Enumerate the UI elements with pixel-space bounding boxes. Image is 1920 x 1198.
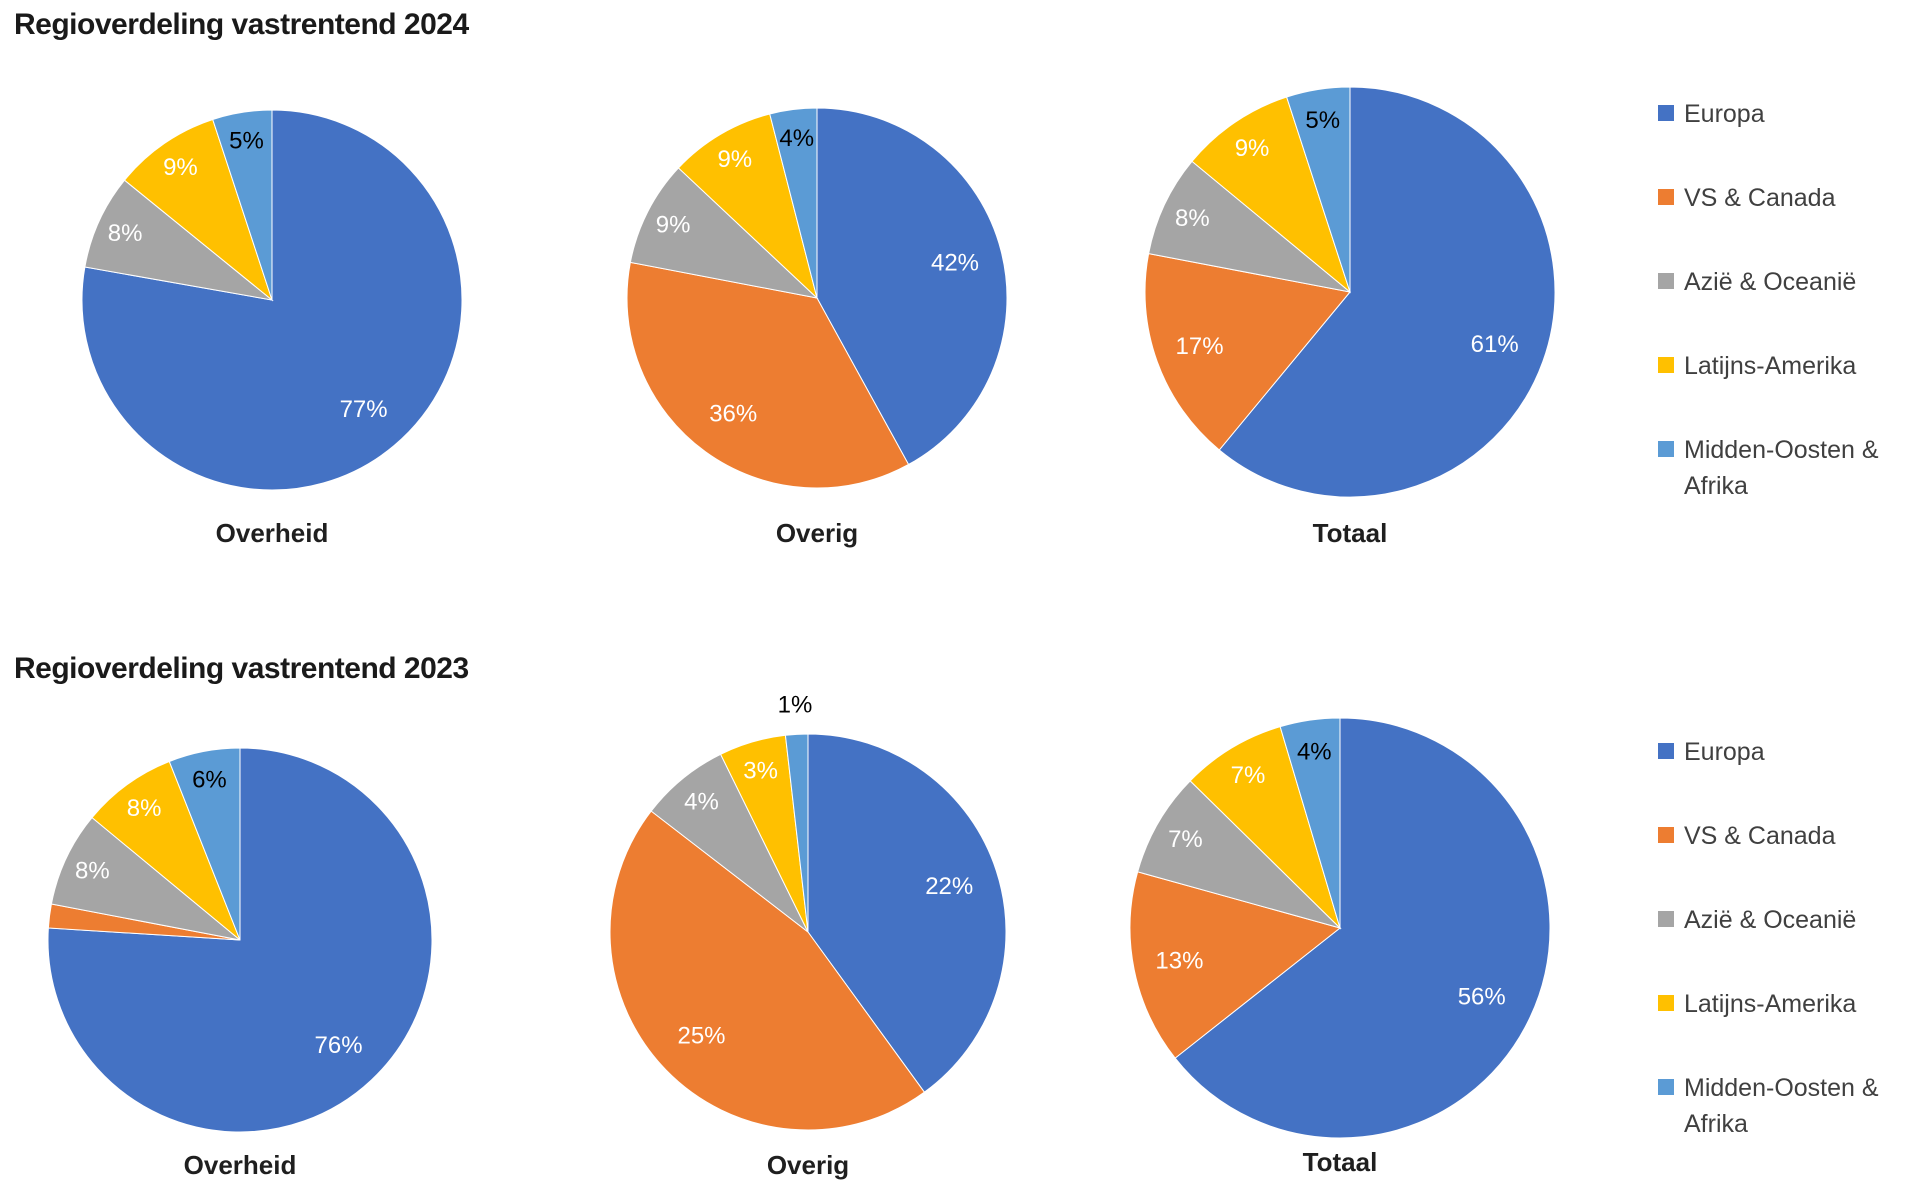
pie-slice-azi-oceani- [629, 167, 819, 299]
slice-label: 7% [1231, 762, 1266, 789]
pie-2023-overig: 22% 25% 4% 3% 1% Overig [560, 684, 1056, 1180]
slice-label: 8% [127, 795, 162, 822]
pie-caption: Overig [775, 518, 859, 548]
slice-label: 61% [1471, 331, 1519, 358]
legend-2023: Europa VS & Canada Azië & Oceanië Latijn… [1658, 734, 1903, 1154]
legend-swatch-midden-oosten-afrika [1658, 1079, 1674, 1095]
slice-label: 6% [192, 767, 227, 794]
legend-item-vs-canada: VS & Canada [1658, 180, 1903, 264]
pie-slice-azi-oceani- [1137, 780, 1342, 929]
pie-caption: Totaal [1302, 1147, 1378, 1177]
legend-swatch-azie-oceanie [1658, 273, 1674, 289]
legend-item-latijns-amerika: Latijns-Amerika [1658, 348, 1903, 432]
slice-label: 9% [1235, 135, 1270, 162]
pie-slice-europa [807, 733, 1007, 1093]
legend-item-midden-oosten-afrika: Midden-Oosten & Afrika [1658, 432, 1903, 516]
pie-slice-europa [47, 747, 433, 1133]
pie-svg: 77% 8% 9% 5% [81, 109, 463, 491]
slice-label: 42% [931, 250, 979, 277]
slice-label: 56% [1458, 984, 1506, 1011]
pie-slice-vs-canada [1144, 253, 1351, 451]
pie-slice-azi-oceani- [84, 179, 274, 301]
pie-slice-latijns-amerika [91, 760, 241, 941]
slice-label: 4% [684, 789, 719, 816]
slice-label: 13% [1155, 947, 1203, 974]
pie-slice-midden-oosten-afrika [1279, 717, 1341, 929]
slice-label: 8% [75, 858, 110, 885]
pie-slice-midden-oosten-afrika [212, 109, 273, 301]
slice-label: 36% [709, 400, 757, 427]
pie-caption: Overheid [183, 1150, 297, 1180]
pie-caption: Totaal [1312, 518, 1388, 548]
legend-item-azie-oceanie: Azië & Oceanië [1658, 264, 1903, 348]
pie-svg: 61% 17% 8% 9% 5% [1144, 86, 1556, 498]
chart-title-2024: Regioverdeling vastrentend 2024 [14, 8, 469, 41]
slice-label: 25% [677, 1022, 725, 1049]
slice-label: 3% [743, 758, 778, 785]
pie-slice-midden-oosten-afrika [168, 747, 241, 941]
slice-label: 8% [108, 220, 143, 247]
pie-slice-vs-canada [626, 261, 910, 489]
pie-slice-azi-oceani- [1148, 160, 1351, 293]
pie-slice-europa [1218, 86, 1556, 498]
legend-swatch-europa [1658, 105, 1674, 121]
legend-swatch-azie-oceanie [1658, 911, 1674, 927]
legend-swatch-vs-canada [1658, 827, 1674, 843]
legend-item-midden-oosten-afrika: Midden-Oosten & Afrika [1658, 1070, 1903, 1154]
pie-slice-latijns-amerika [1191, 96, 1352, 294]
slice-label: 5% [1305, 107, 1340, 134]
pie-slice-midden-oosten-afrika [784, 733, 809, 933]
slice-label: 4% [1297, 738, 1332, 765]
pie-2024-overig: 42% 36% 9% 9% 4% Overig [577, 58, 1057, 548]
legend-item-azie-oceanie: Azië & Oceanië [1658, 902, 1903, 986]
slice-label: 17% [1176, 333, 1224, 360]
pie-svg: 56% 13% 7% 7% 4% [1129, 717, 1551, 1139]
legend-swatch-midden-oosten-afrika [1658, 441, 1674, 457]
legend-swatch-latijns-amerika [1658, 357, 1674, 373]
pie-2023-totaal: 56% 13% 7% 7% 4% Totaal [1080, 668, 1600, 1188]
pie-svg: 42% 36% 9% 9% 4% [626, 107, 1008, 489]
legend-item-europa: Europa [1658, 96, 1903, 180]
pie-slice-latijns-amerika [677, 113, 818, 300]
pie-caption: Overheid [215, 518, 329, 548]
slice-label: 9% [717, 146, 752, 173]
chart-title-2023: Regioverdeling vastrentend 2023 [14, 652, 469, 685]
pie-svg: 76% 8% 8% 6% [47, 747, 433, 1133]
legend-item-vs-canada: VS & Canada [1658, 818, 1903, 902]
legend-swatch-latijns-amerika [1658, 995, 1674, 1011]
legend-2024: Europa VS & Canada Azië & Oceanië Latijn… [1658, 96, 1903, 516]
pie-slice-vs-canada [609, 810, 926, 1131]
slice-label: 5% [229, 128, 264, 155]
pie-slice-azi-oceani- [50, 816, 241, 941]
pie-slice-europa [816, 107, 1008, 466]
pie-2024-totaal: 61% 17% 8% 9% 5% Totaal [1095, 37, 1605, 548]
slice-label: 22% [925, 873, 973, 900]
legend-item-europa: Europa [1658, 734, 1903, 818]
slice-label: 7% [1168, 826, 1203, 853]
legend-swatch-vs-canada [1658, 189, 1674, 205]
pie-svg: 22% 25% 4% 3% 1% [609, 692, 1007, 1131]
slice-label: 4% [779, 125, 814, 152]
slice-label: 8% [1175, 205, 1210, 232]
pie-slice-europa [1174, 717, 1551, 1139]
pie-slice-vs-canada [1129, 871, 1342, 1059]
pie-caption: Overig [766, 1150, 850, 1180]
pie-2023-overheid: 76% 8% 8% 6% Overheid [0, 698, 482, 1182]
pie-slice-midden-oosten-afrika [1286, 86, 1351, 293]
slice-label: 1% [778, 692, 813, 719]
pie-slice-latijns-amerika [123, 118, 274, 302]
slice-label: 9% [163, 154, 198, 181]
pie-2024-overheid: 77% 8% 9% 5% Overheid [32, 60, 512, 548]
slice-label: 76% [315, 1032, 363, 1059]
legend-item-latijns-amerika: Latijns-Amerika [1658, 986, 1903, 1070]
pie-slice-latijns-amerika [1189, 726, 1342, 930]
pie-slice-midden-oosten-afrika [769, 107, 818, 299]
slice-label: 9% [656, 212, 691, 239]
legend-swatch-europa [1658, 743, 1674, 759]
slice-label: 77% [340, 396, 388, 423]
